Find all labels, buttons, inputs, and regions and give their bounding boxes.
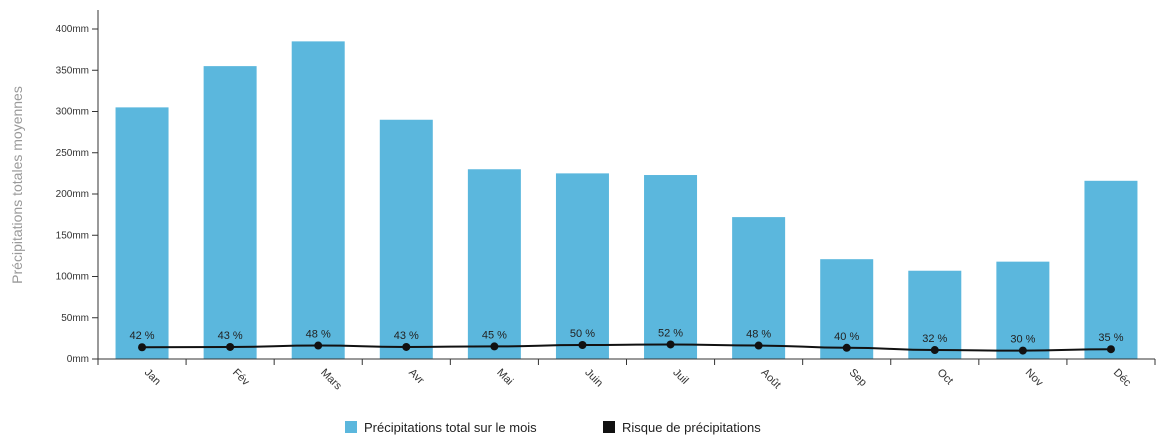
bar-déc[interactable] [1084,180,1138,359]
y-tick-label: 400mm [56,24,89,35]
x-tick-label: Jan [142,367,163,388]
bar-nov[interactable] [996,261,1050,359]
legend-swatch-risk [603,421,615,433]
risk-data-label: 35 % [1098,332,1123,344]
x-tick-label: Fév [230,367,252,389]
bar-oct[interactable] [908,270,962,359]
bar-août[interactable] [732,217,786,359]
risk-point-fév[interactable] [226,342,235,351]
risk-point-oct[interactable] [930,346,939,355]
bar-juin[interactable] [555,173,609,359]
legend-label-risk: Risque de précipitations [622,420,761,435]
risk-point-août[interactable] [754,341,763,350]
risk-data-label: 40 % [834,331,859,343]
legend-item-precipitation[interactable]: Précipitations total sur le mois [345,420,537,435]
bar-jan[interactable] [115,107,169,359]
y-tick-label: 100mm [56,272,89,283]
legend-item-risk[interactable]: Risque de précipitations [603,420,761,435]
y-axis: 0mm 50mm 100mm 150mm 200mm 250mm 300mm 350mm 400… [56,10,99,365]
x-tick-label: Mai [494,367,515,388]
x-tick-label: Avr [406,367,426,387]
legend-label-precipitation: Précipitations total sur le mois [364,420,537,435]
risk-point-mai[interactable] [490,342,499,351]
x-tick-label: Juin [582,367,605,390]
risk-line [142,343,1111,352]
risk-data-label: 43 % [218,330,243,342]
y-tick-label: 150mm [56,230,89,241]
legend[interactable]: Précipitations total sur le mois Risque … [345,420,761,435]
risk-data-label: 48 % [306,329,331,341]
bar-sep[interactable] [820,259,874,359]
y-tick-label: 250mm [56,148,89,159]
legend-swatch-precipitation [345,421,357,433]
x-tick-label: Juil [670,367,690,387]
bar-series [115,41,1138,359]
x-tick-label: Déc [1111,367,1134,390]
risk-point-déc[interactable] [1106,345,1115,354]
risk-data-label: 52 % [658,327,683,339]
risk-data-label: 42 % [130,330,155,342]
risk-data-label: 30 % [1010,334,1035,346]
risk-data-label: 32 % [922,333,947,345]
risk-data-label: 48 % [746,329,771,341]
risk-data-label: 50 % [570,328,595,340]
x-tick-label: Nov [1023,367,1046,390]
x-axis: Jan Fév Mars Avr Mai Juin Juil Août Sep Oct Nov Déc [97,358,1156,393]
risk-data-label: 45 % [482,329,507,341]
bar-fév[interactable] [203,66,257,359]
y-axis-title: Précipitations totales moyennes [9,86,25,284]
y-tick-label: 50mm [61,313,89,324]
bar-avr[interactable] [379,119,433,359]
risk-point-mars[interactable] [314,341,323,350]
risk-point-nov[interactable] [1018,346,1027,355]
y-tick-label: 200mm [56,189,89,200]
risk-point-juil[interactable] [666,340,675,349]
risk-point-jan[interactable] [138,343,147,352]
x-tick-label: Sep [847,367,869,389]
y-tick-label: 0mm [67,354,89,365]
bar-mars[interactable] [291,41,345,359]
y-tick-label: 300mm [56,107,89,118]
bar-mai[interactable] [467,169,521,359]
risk-point-juin[interactable] [578,341,587,349]
x-tick-label: Mars [318,367,344,393]
x-tick-label: Oct [935,367,956,388]
bar-juil[interactable] [644,175,698,359]
risk-data-label: 43 % [394,330,419,342]
risk-line-series: 42 % 43 % 48 % 43 % 45 % 50 % 52 % 48 % 40 % 32 %… [130,327,1124,355]
risk-point-sep[interactable] [842,343,851,352]
y-tick-label: 350mm [56,65,89,76]
risk-point-avr[interactable] [402,342,411,351]
x-tick-label: Août [759,367,783,391]
